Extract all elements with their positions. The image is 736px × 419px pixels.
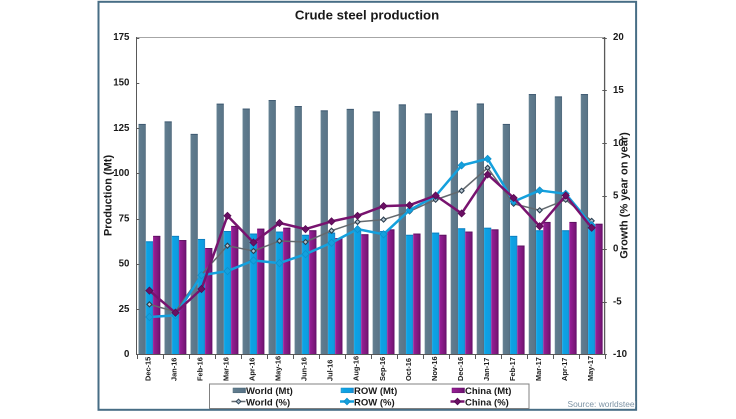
svg-text:20: 20 bbox=[613, 32, 624, 43]
svg-text:China (%): China (%) bbox=[465, 397, 509, 408]
svg-text:Feb-16: Feb-16 bbox=[196, 357, 205, 381]
svg-text:May-17: May-17 bbox=[586, 356, 595, 381]
svg-text:Crude steel production: Crude steel production bbox=[295, 8, 439, 23]
svg-text:Feb-17: Feb-17 bbox=[508, 357, 517, 381]
svg-text:May-16: May-16 bbox=[274, 356, 283, 381]
svg-text:50: 50 bbox=[119, 259, 130, 270]
svg-text:Jan-17: Jan-17 bbox=[482, 358, 491, 381]
svg-text:China (Mt): China (Mt) bbox=[465, 386, 511, 397]
svg-text:5: 5 bbox=[613, 191, 619, 202]
svg-text:Source: worldsteel: Source: worldsteel bbox=[568, 399, 637, 409]
svg-text:15: 15 bbox=[613, 85, 624, 96]
svg-text:ROW (Mt): ROW (Mt) bbox=[354, 386, 397, 397]
svg-text:Jul-16: Jul-16 bbox=[326, 360, 335, 381]
svg-text:Aug-16: Aug-16 bbox=[352, 356, 361, 381]
svg-text:175: 175 bbox=[113, 32, 130, 43]
svg-text:0: 0 bbox=[124, 349, 129, 360]
svg-text:World (%): World (%) bbox=[246, 397, 290, 408]
svg-text:150: 150 bbox=[113, 77, 129, 88]
svg-text:100: 100 bbox=[113, 168, 129, 179]
svg-text:Nov-16: Nov-16 bbox=[430, 356, 439, 381]
svg-text:-5: -5 bbox=[613, 296, 622, 307]
svg-text:Dec-16: Dec-16 bbox=[456, 357, 465, 381]
svg-text:World (Mt): World (Mt) bbox=[246, 386, 293, 397]
svg-text:Production (Mt): Production (Mt) bbox=[103, 155, 115, 237]
svg-text:Jun-16: Jun-16 bbox=[300, 357, 309, 381]
svg-text:Sep-16: Sep-16 bbox=[378, 357, 387, 381]
svg-text:Growth (% year on year): Growth (% year on year) bbox=[619, 132, 631, 259]
svg-text:Apr-17: Apr-17 bbox=[560, 358, 569, 381]
svg-text:Mar-16: Mar-16 bbox=[222, 357, 231, 381]
svg-text:Apr-16: Apr-16 bbox=[248, 358, 257, 381]
svg-text:25: 25 bbox=[119, 304, 130, 315]
svg-text:75: 75 bbox=[119, 213, 130, 224]
svg-text:-10: -10 bbox=[613, 349, 627, 360]
svg-text:ROW (%): ROW (%) bbox=[354, 397, 395, 408]
svg-text:10: 10 bbox=[613, 138, 624, 149]
svg-text:Dec-15: Dec-15 bbox=[144, 357, 153, 381]
svg-text:125: 125 bbox=[113, 123, 130, 134]
svg-text:Jan-16: Jan-16 bbox=[170, 358, 179, 381]
svg-text:Oct-16: Oct-16 bbox=[404, 358, 413, 381]
svg-text:0: 0 bbox=[613, 244, 618, 255]
svg-text:Mar-17: Mar-17 bbox=[534, 357, 543, 381]
